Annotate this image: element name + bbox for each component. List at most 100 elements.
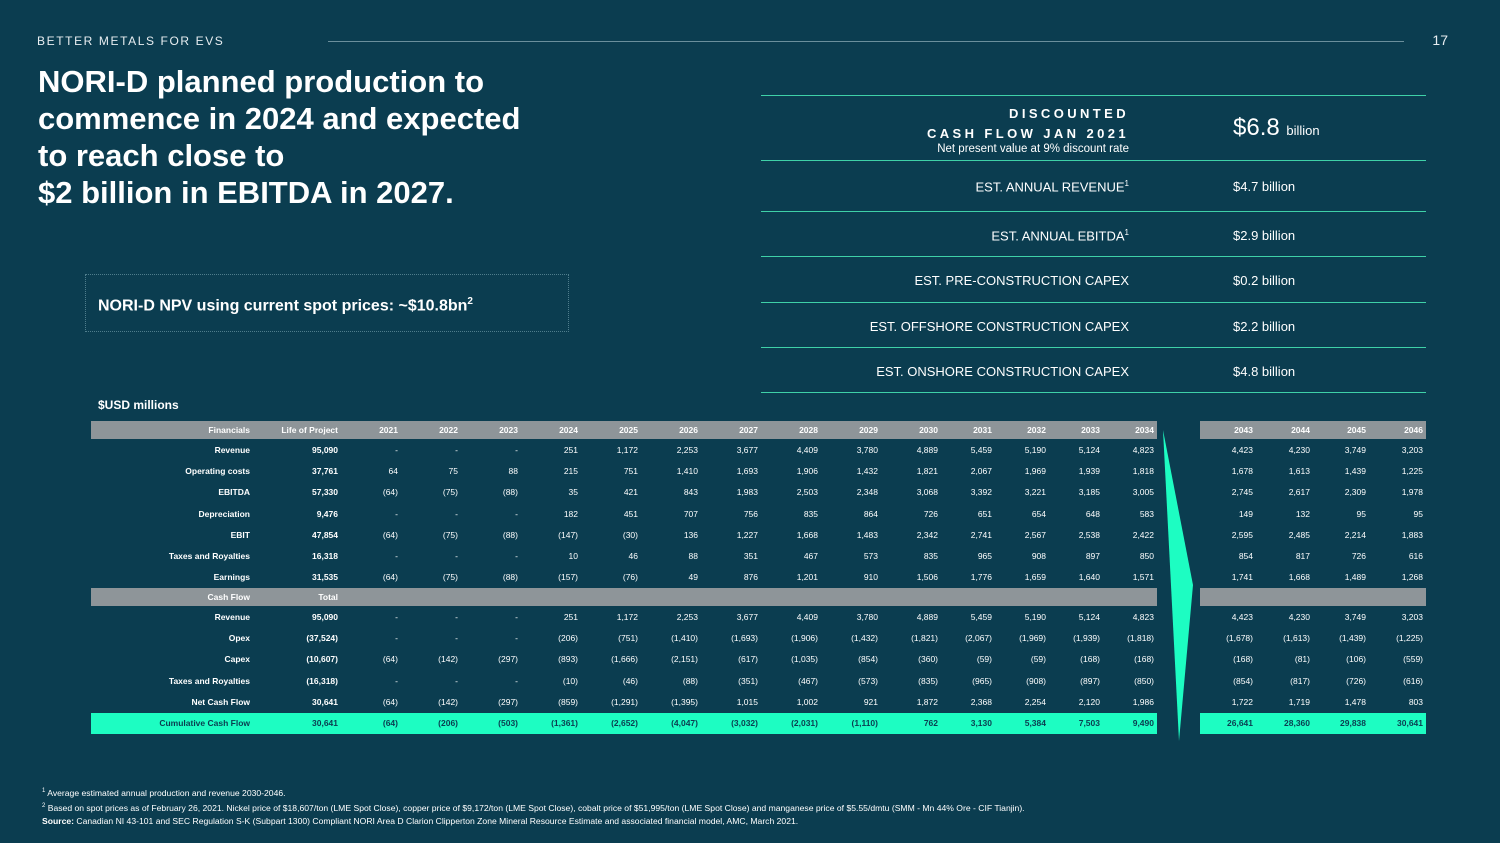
- table-cell: 2,253: [676, 444, 698, 455]
- table-cell: 726: [1351, 551, 1366, 562]
- kpi-value: $2.2 billion: [1233, 319, 1296, 334]
- table-cell: 2,368: [970, 696, 992, 707]
- table-cell: (59): [1030, 654, 1046, 665]
- table-cell: (854): [1233, 675, 1253, 686]
- table-cell: (1,395): [671, 696, 698, 707]
- table-row: Earnings 31,535 (64) (75) (88) (157) (76) 49 876…: [91, 567, 1157, 588]
- table-cell: (64): [382, 529, 398, 540]
- table-cell: (1,291): [611, 696, 638, 707]
- table-row: 2,745 2,617 2,309 1,978: [1200, 482, 1426, 503]
- table-cell: 3,185: [1078, 487, 1100, 498]
- table-cell: 1,722: [1231, 696, 1253, 707]
- table-cell: 3,203: [1401, 444, 1423, 455]
- table-cell: 854: [1238, 551, 1253, 562]
- table-cell: 37,761: [312, 465, 338, 476]
- kpi-value: $2.9 billion: [1233, 228, 1296, 243]
- table-cell: 95: [1413, 508, 1423, 519]
- table-cell: (142): [438, 696, 458, 707]
- column-header: 2033: [1049, 421, 1103, 439]
- table-cell: 29,838: [1313, 712, 1369, 734]
- table-cell: 4,230: [1288, 611, 1310, 622]
- table-row: Taxes and Royalties 16,318 - - - 10 46 88 351 467…: [91, 545, 1157, 566]
- table-cell: (168): [1233, 654, 1253, 665]
- table-cell: 30,641: [312, 696, 338, 707]
- table-cell: (1,906): [791, 633, 818, 644]
- table-cell: (10,607): [306, 654, 338, 665]
- dcf-value-number: $6.8: [1233, 114, 1280, 141]
- table-cell: 30,641: [253, 712, 341, 734]
- table-cell: 182: [563, 508, 578, 519]
- table-cell: -: [395, 611, 398, 622]
- table-cell: (168): [1134, 654, 1154, 665]
- npv-text: NORI-D NPV using current spot prices: ~$…: [98, 297, 468, 315]
- column-header: 2024: [521, 421, 581, 439]
- table-cell: (30): [622, 529, 638, 540]
- table-cell: [401, 588, 461, 607]
- table-cell: (573): [858, 675, 878, 686]
- table-cell: -: [455, 611, 458, 622]
- table-cell: (75): [442, 487, 458, 498]
- brand-label: BETTER METALS FOR EVS: [37, 34, 225, 48]
- table-row: Revenue 95,090 - - - 251 1,172 2,253 3,677 4,409 3…: [91, 606, 1157, 627]
- table-cell: 3,780: [856, 444, 878, 455]
- table-cell: 9,476: [316, 508, 338, 519]
- table-cell: (1,939): [1073, 633, 1100, 644]
- table-cell: (854): [858, 654, 878, 665]
- table-cell: (617): [738, 654, 758, 665]
- table-cell: -: [515, 611, 518, 622]
- column-header: 2021: [341, 421, 401, 439]
- table-cell: 47,854: [312, 529, 338, 540]
- table-cell: -: [455, 444, 458, 455]
- table-cell: 1,172: [616, 611, 638, 622]
- npv-footnote-ref: 2: [467, 296, 473, 307]
- table-cell: 835: [803, 508, 818, 519]
- table-cell: (142): [438, 654, 458, 665]
- table-cell: (206): [401, 712, 461, 734]
- table-cell: 1,571: [1132, 572, 1154, 583]
- column-header: 2030: [881, 421, 941, 439]
- table-cell: 5,190: [1024, 611, 1046, 622]
- headline-line: commence in 2024 and expected: [38, 101, 521, 136]
- table-cell: [521, 588, 581, 607]
- table-cell: -: [455, 675, 458, 686]
- table-cell: (965): [972, 675, 992, 686]
- financials-table-later-years: 2043 2044 2045 2046 4,423 4,230 3,749 3,203 1,67…: [1200, 421, 1426, 734]
- table-cell: 5,459: [970, 444, 992, 455]
- table-cell: 2,348: [856, 487, 878, 498]
- table-cell: (147): [558, 529, 578, 540]
- column-header: Life of Project: [253, 421, 341, 439]
- table-cell: 5,459: [970, 611, 992, 622]
- column-header: 2031: [941, 421, 995, 439]
- table-cell: (64): [382, 572, 398, 583]
- table-cell: 1,678: [1231, 465, 1253, 476]
- section-header-row: [1200, 588, 1426, 607]
- table-cell: 3,203: [1401, 611, 1423, 622]
- units-label: $USD millions: [98, 398, 179, 412]
- kpi-label-text: EST. ANNUAL REVENUE: [975, 179, 1125, 195]
- table-row: 2,595 2,485 2,214 1,883: [1200, 524, 1426, 545]
- financials-table-main: Financials Life of Project 2021 2022 2023 202…: [91, 421, 1157, 734]
- kpi-value: $4.8 billion: [1233, 364, 1296, 379]
- table-cell: 4,889: [916, 611, 938, 622]
- table-cell: 573: [863, 551, 878, 562]
- table-cell: 4,823: [1132, 444, 1154, 455]
- table-cell: [941, 588, 995, 607]
- table-cell: (88): [502, 487, 518, 498]
- table-cell: 3,068: [916, 487, 938, 498]
- table-cell: 817: [1295, 551, 1310, 562]
- table-cell: -: [395, 551, 398, 562]
- table-cell: 3,392: [970, 487, 992, 498]
- table-cell: [341, 588, 401, 607]
- row-label: Opex: [228, 633, 250, 644]
- table-cell: 136: [683, 529, 698, 540]
- table-cell: (4,047): [641, 712, 701, 734]
- table-row: 4,423 4,230 3,749 3,203: [1200, 606, 1426, 627]
- headline-line: to reach close to: [38, 138, 285, 173]
- table-cell: 1,986: [1132, 696, 1154, 707]
- table-cell: (88): [502, 572, 518, 583]
- table-cell: (16,318): [306, 675, 338, 686]
- kpi-label: EST. ANNUAL REVENUE1: [975, 179, 1129, 194]
- table-cell: 5,384: [995, 712, 1049, 734]
- column-header: 2032: [995, 421, 1049, 439]
- table-cell: 835: [923, 551, 938, 562]
